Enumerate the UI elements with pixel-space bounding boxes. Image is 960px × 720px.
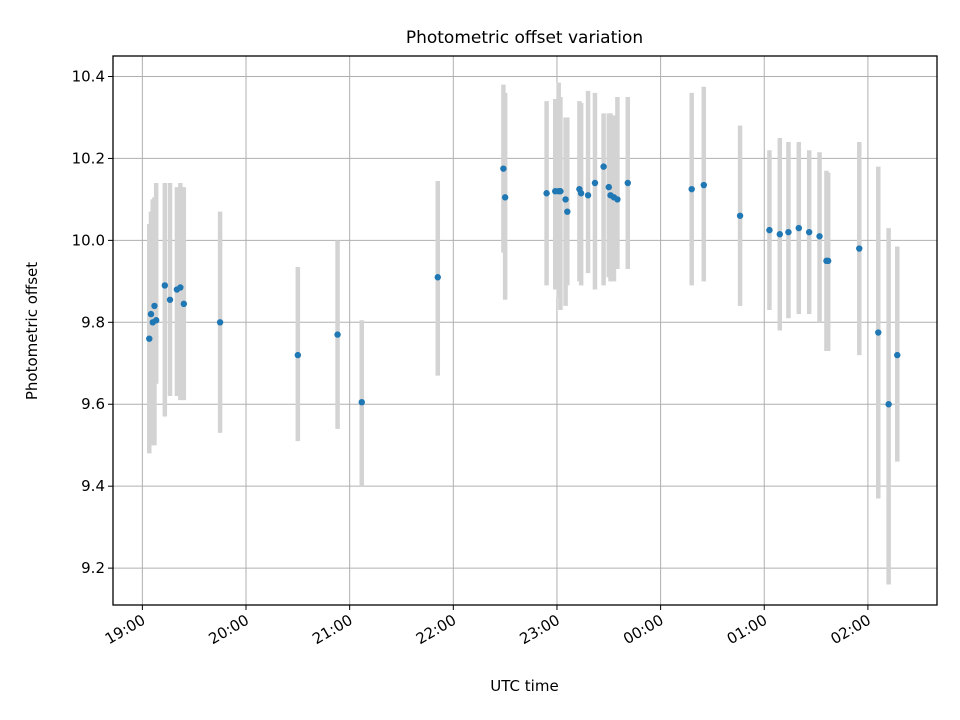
y-tick-label: 9.2 (81, 559, 105, 577)
data-point (700, 181, 707, 189)
data-point (166, 296, 174, 303)
x-tick-label: 21:00 (309, 611, 355, 648)
y-tick-label: 9.8 (81, 313, 105, 331)
data-point (543, 190, 550, 197)
data-point (564, 208, 571, 215)
plot-area-frame (112, 55, 938, 606)
y-tick-label: 9.6 (81, 395, 105, 413)
error-bars (147, 82, 900, 585)
chart-title: Photometric offset variation (406, 28, 643, 48)
y-tick-label: 9.4 (81, 477, 105, 495)
data-point (577, 190, 585, 197)
data-point (600, 163, 607, 170)
data-point (562, 196, 569, 203)
data-point (161, 282, 169, 289)
data-point (885, 401, 892, 408)
data-point (766, 226, 773, 234)
x-axis-label: UTC time (490, 677, 558, 695)
x-tick-label: 19:00 (102, 611, 148, 648)
data-point (591, 179, 599, 187)
data-point (785, 228, 792, 236)
data-point (500, 165, 507, 172)
data-point (151, 302, 158, 310)
data-point (605, 183, 612, 191)
data-point (624, 179, 631, 187)
y-tick-label: 10.4 (72, 67, 105, 85)
data-point (688, 185, 695, 193)
data-point (557, 188, 564, 195)
data-point (146, 335, 153, 342)
data-point (334, 331, 341, 338)
x-tick-label: 23:00 (517, 611, 563, 648)
x-tick-label: 01:00 (724, 611, 770, 648)
data-point (216, 319, 224, 326)
axis-ticks: 19:00 20:00 21:00 22:00 23:00 00:00 01:00 02:00… (72, 67, 874, 648)
x-tick-label: 22:00 (413, 611, 459, 648)
x-tick-label: 00:00 (620, 611, 666, 648)
grid (113, 56, 937, 605)
data-point (856, 245, 863, 252)
y-tick-label: 10.0 (72, 231, 105, 249)
data-point (177, 284, 184, 291)
data-point (501, 194, 509, 201)
data-point (434, 274, 441, 281)
data-point (180, 300, 188, 308)
x-tick-label: 02:00 (827, 611, 873, 648)
data-point (816, 233, 823, 240)
y-tick-label: 10.2 (72, 149, 105, 167)
data-point (152, 317, 160, 324)
data-point (736, 212, 744, 219)
data-point (776, 231, 784, 238)
data-point (894, 351, 901, 359)
data-point (584, 192, 592, 199)
data-point (147, 310, 155, 318)
data-point (805, 228, 813, 236)
data-points (146, 163, 901, 408)
x-tick-label: 20:00 (206, 611, 252, 648)
data-point (614, 196, 621, 203)
y-axis-label: Photometric offset (23, 262, 41, 400)
data-point (824, 257, 832, 265)
data-point (294, 351, 302, 359)
data-point (358, 398, 365, 406)
data-point (795, 224, 803, 232)
data-point (875, 329, 882, 336)
